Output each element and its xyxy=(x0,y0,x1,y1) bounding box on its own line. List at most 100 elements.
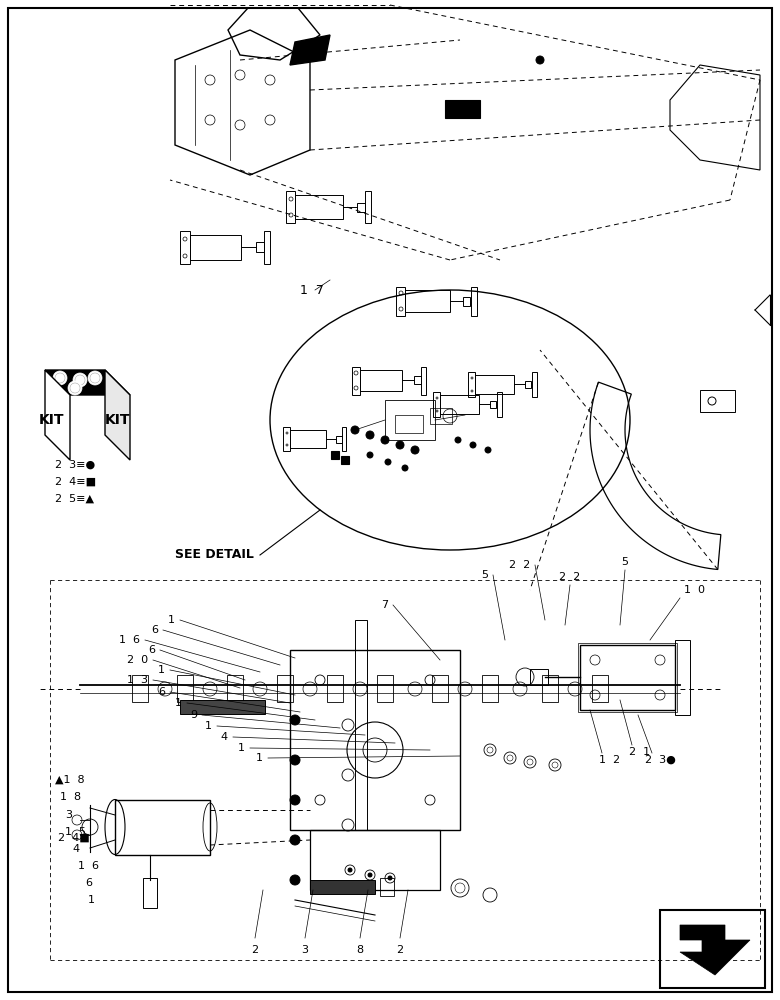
Bar xyxy=(542,675,558,702)
Bar xyxy=(342,427,346,451)
Bar xyxy=(352,367,360,395)
Bar xyxy=(432,675,448,702)
Bar xyxy=(380,878,394,896)
Circle shape xyxy=(73,373,87,387)
Text: 2  5≡▲: 2 5≡▲ xyxy=(55,494,94,504)
Bar xyxy=(341,456,349,464)
Bar xyxy=(290,430,326,448)
Circle shape xyxy=(411,446,419,454)
Text: 1: 1 xyxy=(88,895,95,905)
Bar xyxy=(396,287,405,316)
Bar xyxy=(385,400,435,440)
Circle shape xyxy=(536,56,544,64)
Bar xyxy=(143,878,157,908)
Bar xyxy=(310,880,375,894)
Bar xyxy=(357,203,365,212)
Text: 1  3: 1 3 xyxy=(127,675,148,685)
Bar xyxy=(532,372,537,397)
Bar xyxy=(414,376,421,384)
Bar xyxy=(256,242,264,252)
Circle shape xyxy=(290,795,300,805)
Bar xyxy=(490,401,496,408)
Text: 1: 1 xyxy=(175,698,182,708)
Text: 2: 2 xyxy=(251,945,258,955)
Bar xyxy=(525,381,531,388)
Text: 2: 2 xyxy=(396,945,403,955)
Text: 1: 1 xyxy=(158,665,165,675)
Bar xyxy=(331,451,339,459)
Text: 2  1: 2 1 xyxy=(629,747,651,757)
Circle shape xyxy=(88,371,102,385)
Text: 2  4≡■: 2 4≡■ xyxy=(55,477,96,487)
Circle shape xyxy=(381,436,389,444)
Text: 4: 4 xyxy=(221,732,228,742)
Bar xyxy=(592,675,608,702)
Bar xyxy=(336,436,342,443)
Bar xyxy=(360,370,402,391)
Text: 2  3●: 2 3● xyxy=(644,755,675,765)
Bar xyxy=(471,287,477,316)
Text: 1  5: 1 5 xyxy=(65,827,86,837)
Text: 9: 9 xyxy=(190,710,197,720)
Text: 7: 7 xyxy=(381,600,388,610)
Bar xyxy=(190,235,241,260)
Text: 1  8: 1 8 xyxy=(60,792,81,802)
Bar xyxy=(660,910,765,988)
Text: 6: 6 xyxy=(148,645,155,655)
Text: 3: 3 xyxy=(302,945,309,955)
Polygon shape xyxy=(105,370,130,460)
Text: 1  0: 1 0 xyxy=(685,585,705,595)
Circle shape xyxy=(368,873,372,877)
Text: 2  0: 2 0 xyxy=(127,655,148,665)
Text: 1: 1 xyxy=(205,721,212,731)
Bar xyxy=(286,191,295,223)
Bar xyxy=(283,427,290,451)
Bar xyxy=(468,372,475,397)
Circle shape xyxy=(348,868,352,872)
Text: KIT: KIT xyxy=(105,413,129,427)
Circle shape xyxy=(385,459,391,465)
Text: 5: 5 xyxy=(622,557,629,567)
Text: 2  4■: 2 4■ xyxy=(58,833,90,843)
Text: 1  7: 1 7 xyxy=(300,284,324,296)
Circle shape xyxy=(388,876,392,880)
Polygon shape xyxy=(45,370,130,395)
Bar xyxy=(115,800,210,855)
Bar xyxy=(180,700,265,714)
Polygon shape xyxy=(290,35,330,65)
Text: 1  6: 1 6 xyxy=(119,635,140,645)
Text: 2  3≡●: 2 3≡● xyxy=(55,460,95,470)
Bar xyxy=(295,195,343,219)
Bar xyxy=(463,297,470,306)
Circle shape xyxy=(470,442,476,448)
Bar xyxy=(433,392,440,417)
Circle shape xyxy=(351,426,359,434)
Text: SEE DETAIL: SEE DETAIL xyxy=(175,548,254,562)
Bar xyxy=(445,100,480,118)
Circle shape xyxy=(68,381,82,395)
Bar xyxy=(277,675,293,702)
Bar xyxy=(421,367,426,395)
Bar xyxy=(177,675,193,702)
Bar xyxy=(497,392,502,417)
Text: 1  6: 1 6 xyxy=(78,861,99,871)
Bar xyxy=(530,669,548,685)
Circle shape xyxy=(290,755,300,765)
Bar xyxy=(430,408,452,424)
Text: 2  2: 2 2 xyxy=(559,572,580,582)
Circle shape xyxy=(402,465,408,471)
Text: 1: 1 xyxy=(256,753,263,763)
Circle shape xyxy=(290,835,300,845)
Text: 8: 8 xyxy=(356,945,363,955)
Bar xyxy=(355,620,367,830)
Text: ▲1  8: ▲1 8 xyxy=(55,775,84,785)
Text: 1  2: 1 2 xyxy=(600,755,621,765)
Bar xyxy=(377,675,393,702)
Bar xyxy=(482,675,498,702)
Bar xyxy=(475,375,514,394)
Bar xyxy=(578,643,677,712)
Bar xyxy=(395,415,423,433)
Text: 5: 5 xyxy=(481,570,488,580)
Circle shape xyxy=(290,715,300,725)
Bar xyxy=(365,191,371,223)
